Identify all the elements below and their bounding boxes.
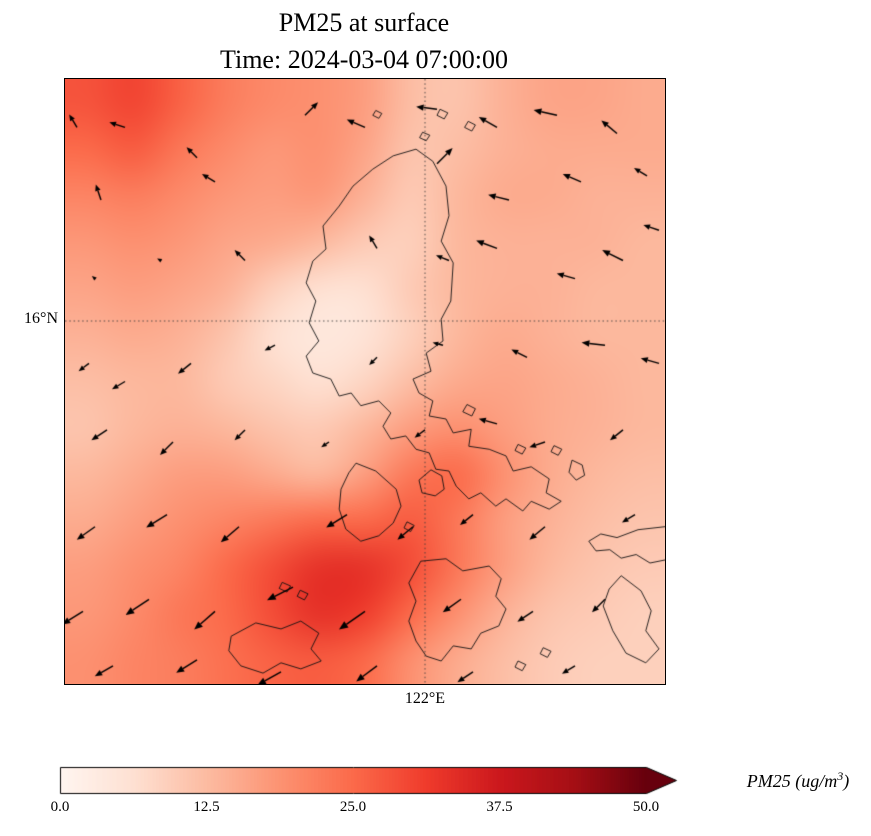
colorbar-label: PM25 (ug/m3) (712, 769, 871, 792)
colorbar-ticks: 0.0 12.5 25.0 37.5 50.0 (51, 799, 660, 817)
heatmap-canvas (65, 79, 665, 684)
map-plot (64, 78, 666, 685)
colorbar-tick-label: 37.5 (486, 799, 513, 815)
colorbar-label-close: ) (843, 771, 850, 791)
title-line2: Time: 2024-03-04 07:00:00 (220, 45, 508, 74)
colorbar-label-sup: 3 (837, 769, 844, 783)
colorbar-label-text: PM25 (ug/m (746, 771, 838, 791)
colorbar-tick-label: 12.5 (193, 799, 220, 815)
x-axis-tick-label: 122°E (404, 690, 446, 707)
colorbar-tick-label: 25.0 (339, 799, 367, 815)
y-axis-tick-label: 16°N (24, 310, 58, 327)
title-line1: PM25 at surface (278, 8, 450, 37)
colorbar-tick-label: 50.0 (632, 799, 660, 815)
colorbar-tick-label: 0.0 (50, 799, 70, 815)
colorbar (59, 766, 679, 795)
plot-title: PM25 at surface Time: 2024-03-04 07:00:0… (64, 4, 664, 78)
